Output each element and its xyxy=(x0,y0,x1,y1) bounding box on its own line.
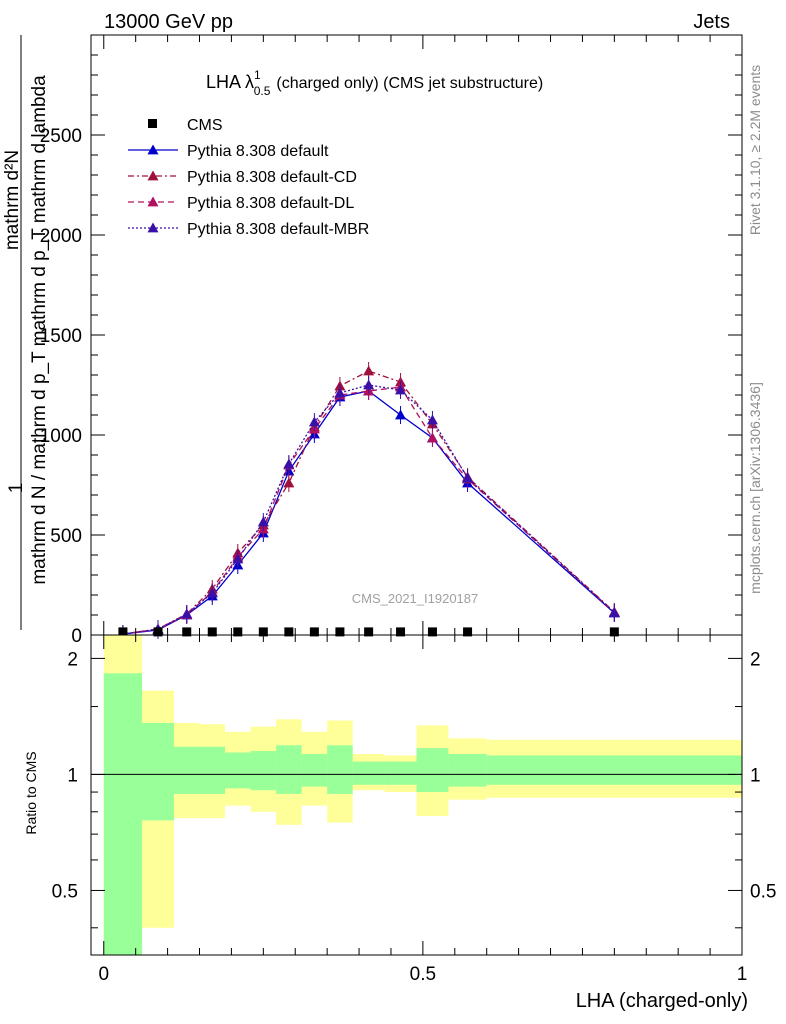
y-tick-label: 1500 xyxy=(40,326,82,347)
ratio-tick-label-left: 2 xyxy=(67,649,78,670)
header-left: 13000 GeV pp xyxy=(104,11,233,33)
legend-cms-marker xyxy=(148,119,157,128)
series-marker xyxy=(608,607,620,617)
y-tick-label: 2500 xyxy=(40,126,82,147)
y-tick-label: 1000 xyxy=(40,426,82,447)
legend-label: Pythia 8.308 default xyxy=(187,143,329,160)
series-marker xyxy=(283,477,295,488)
ratio-tick-label-right: 1 xyxy=(750,765,761,786)
series-marker xyxy=(426,414,438,425)
legend: CMS Pythia 8.308 default Pythia 8.308 defa… xyxy=(128,117,369,238)
series-marker xyxy=(206,587,218,598)
ratio-frame xyxy=(90,634,743,956)
upper-plot: 0 500 1000 1500 2000 2500 CMS Pythia 8.308 defa… xyxy=(40,34,743,647)
x-tick-label: 0.5 xyxy=(410,964,436,985)
y-tick-label: 0 xyxy=(71,626,82,647)
ratio-band-green xyxy=(384,761,417,785)
title-sub: 0.5 xyxy=(254,84,271,98)
y-axis-label-denominator: mathrm d N / mathrm d p_T mathrm d p_T m… xyxy=(29,75,50,585)
cms-marker xyxy=(396,627,406,637)
chart-title: LHA λ1 0.5 (charged only) (CMS jet substru… xyxy=(206,68,543,98)
ratio-band-green xyxy=(103,673,143,955)
ratio-band-green xyxy=(448,753,487,787)
ratio-tick-label-right: 2 xyxy=(750,649,761,670)
series-marker xyxy=(426,432,438,443)
title-main: LHA λ xyxy=(206,72,254,92)
cms-marker xyxy=(284,627,294,637)
cms-marker xyxy=(427,627,437,637)
ratio-band-green xyxy=(416,748,449,793)
cms-marker xyxy=(335,627,345,637)
ratio-tick-label-left: 1 xyxy=(67,765,78,786)
x-tick-label: 0 xyxy=(98,964,109,985)
legend-marker xyxy=(147,196,159,207)
cms-marker xyxy=(233,627,243,637)
ratio-band-green xyxy=(327,745,353,794)
series-marker xyxy=(308,416,320,427)
watermark: CMS_2021_I1920187 xyxy=(352,591,479,606)
series-marker xyxy=(395,409,407,420)
title-rest: (charged only) (CMS jet substructure) xyxy=(276,75,543,92)
cms-marker xyxy=(463,627,473,637)
ratio-band-green xyxy=(250,751,277,791)
series-line xyxy=(122,390,615,635)
series-marker xyxy=(363,365,375,376)
legend-marker xyxy=(147,170,159,181)
ratio-band-green xyxy=(352,761,385,785)
cms-marker xyxy=(207,627,217,637)
series-marker xyxy=(334,387,346,398)
series-marker xyxy=(395,384,407,395)
series-marker xyxy=(462,472,474,483)
legend-marker xyxy=(147,222,159,233)
cms-marker xyxy=(182,627,192,637)
title-sup: 1 xyxy=(254,68,261,82)
series-marker xyxy=(363,379,375,390)
series-marker xyxy=(232,553,244,564)
ratio-band-green xyxy=(276,745,302,794)
y-axis-label-top: 1 xyxy=(6,483,27,494)
x-axis-label: LHA (charged-only) xyxy=(576,990,748,1012)
ratio-band-green xyxy=(486,755,742,785)
legend-marker xyxy=(147,144,159,155)
y-axis-label-numerator: mathrm d²N xyxy=(2,150,23,250)
side-text-rivet: Rivet 3.1.10, ≥ 2.2M events xyxy=(747,65,763,235)
legend-label: Pythia 8.308 default-MBR xyxy=(187,221,369,238)
ratio-tick-label-left: 0.5 xyxy=(52,881,78,902)
cms-marker xyxy=(153,627,163,637)
cms-marker xyxy=(364,627,374,637)
y-tick-label: 2000 xyxy=(40,226,82,247)
series-marker xyxy=(181,608,193,619)
ratio-band-green xyxy=(225,752,251,789)
ratio-band-green xyxy=(301,753,328,787)
header-right: Jets xyxy=(693,11,730,33)
ratio-band-green xyxy=(199,746,226,794)
cms-marker xyxy=(309,627,319,637)
ratio-tick-label-right: 0.5 xyxy=(750,881,776,902)
legend-label: Pythia 8.308 default-CD xyxy=(187,169,357,186)
series-marker xyxy=(257,516,269,527)
cms-marker xyxy=(118,627,128,637)
series-line xyxy=(122,384,615,635)
ratio-band-green xyxy=(142,722,174,821)
legend-label: Pythia 8.308 default-DL xyxy=(187,195,354,212)
x-tick-label: 1 xyxy=(737,964,748,985)
ratio-plot: 0 0.5 1 0.5 0.5 1 1 2 2 xyxy=(52,35,776,985)
ratio-band-green xyxy=(173,746,200,794)
side-text-mcplots: mcplots.cern.ch [arXiv:1306.3436] xyxy=(747,382,763,594)
legend-label: CMS xyxy=(187,117,223,134)
series-marker xyxy=(283,458,295,469)
y-tick-label: 500 xyxy=(50,526,82,547)
ratio-y-axis-label: Ratio to CMS xyxy=(23,751,39,834)
